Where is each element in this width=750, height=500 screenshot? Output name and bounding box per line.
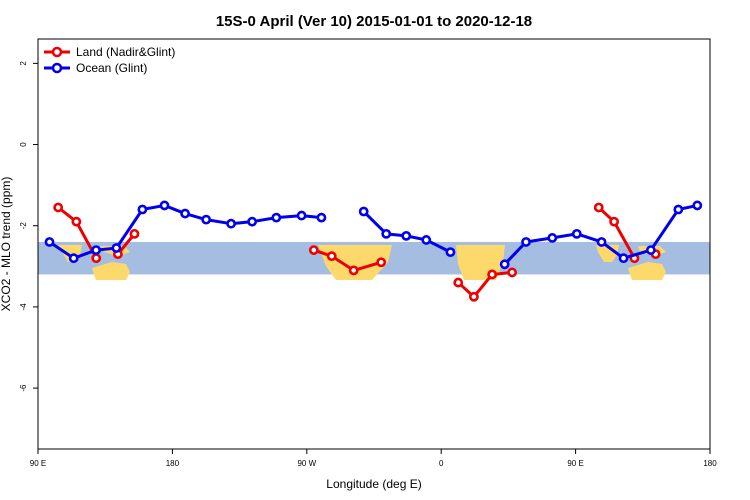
map-band (38, 241, 710, 280)
data-point (326, 251, 337, 262)
data-point (53, 202, 64, 213)
data-point (91, 253, 102, 264)
x-tick-label: 180 (166, 459, 180, 468)
series-line (457, 270, 513, 299)
data-point (469, 291, 479, 302)
data-point (507, 267, 518, 278)
y-axis-label: XCO2 - MLO trend (ppm) (0, 177, 13, 312)
data-point (71, 216, 82, 227)
south-america-shape (318, 245, 392, 280)
x-axis-label: Longitude (deg E) (326, 477, 421, 491)
y-tick-label: -6 (19, 384, 28, 392)
legend-marker-land (51, 46, 63, 58)
data-point (381, 228, 392, 239)
data-point (91, 245, 101, 255)
data-point (129, 228, 140, 239)
y-tick-label: 2 (19, 61, 28, 66)
land-shapes (58, 245, 666, 280)
data-point (401, 230, 412, 241)
data-point (499, 259, 510, 270)
series-ocean (44, 200, 703, 270)
data-point (296, 210, 307, 221)
data-point (358, 206, 369, 217)
legend: Land (Nadir&Glint) Ocean (Glint) (44, 45, 175, 75)
data-point (453, 277, 464, 288)
data-point (571, 228, 582, 239)
data-point (44, 237, 55, 247)
chart-title: 15S-0 April (Ver 10) 2015-01-01 to 2020-… (216, 13, 532, 30)
series-layer (44, 200, 703, 302)
data-point (316, 212, 327, 223)
data-point (445, 247, 456, 258)
y-tick-label: -4 (19, 303, 28, 311)
plot-frame (37, 38, 711, 450)
x-tick-label: 180 (703, 459, 717, 468)
x-tick-label: 90 E (567, 459, 583, 468)
data-point (348, 265, 359, 276)
x-axis: 90 E 180 90 W 0 90 E 180 (30, 449, 717, 468)
data-point (547, 233, 558, 243)
legend-marker-ocean (51, 62, 63, 74)
series-land (53, 202, 661, 302)
legend-label-ocean: Ocean (Glint) (76, 61, 147, 75)
data-point (159, 200, 170, 211)
data-point (673, 204, 684, 215)
data-point (201, 214, 212, 225)
data-point (68, 253, 79, 264)
data-point (137, 204, 148, 215)
data-point (618, 253, 629, 264)
data-point (271, 212, 282, 223)
y-axis: 2 0 -2 -4 -6 (19, 61, 38, 392)
data-point (596, 237, 607, 247)
data-point (645, 245, 656, 255)
data-point (247, 216, 258, 227)
australia-shape (628, 262, 666, 280)
data-point (609, 216, 620, 227)
data-point (487, 269, 498, 280)
y-tick-label: -2 (19, 222, 28, 230)
x-tick-label: 90 W (297, 459, 316, 468)
data-point (308, 245, 319, 255)
x-tick-label: 0 (439, 459, 444, 468)
data-point (226, 218, 236, 229)
data-point (421, 235, 432, 245)
x-tick-label: 90 E (30, 459, 46, 468)
legend-label-land: Land (Nadir&Glint) (76, 45, 175, 59)
data-point (180, 208, 190, 219)
data-point (111, 243, 122, 253)
data-point (593, 202, 604, 213)
series-line (313, 248, 382, 272)
australia-shape (92, 262, 130, 280)
data-point (521, 237, 531, 247)
data-point (692, 200, 703, 211)
y-tick-label: 0 (19, 142, 28, 147)
data-point (376, 257, 387, 268)
